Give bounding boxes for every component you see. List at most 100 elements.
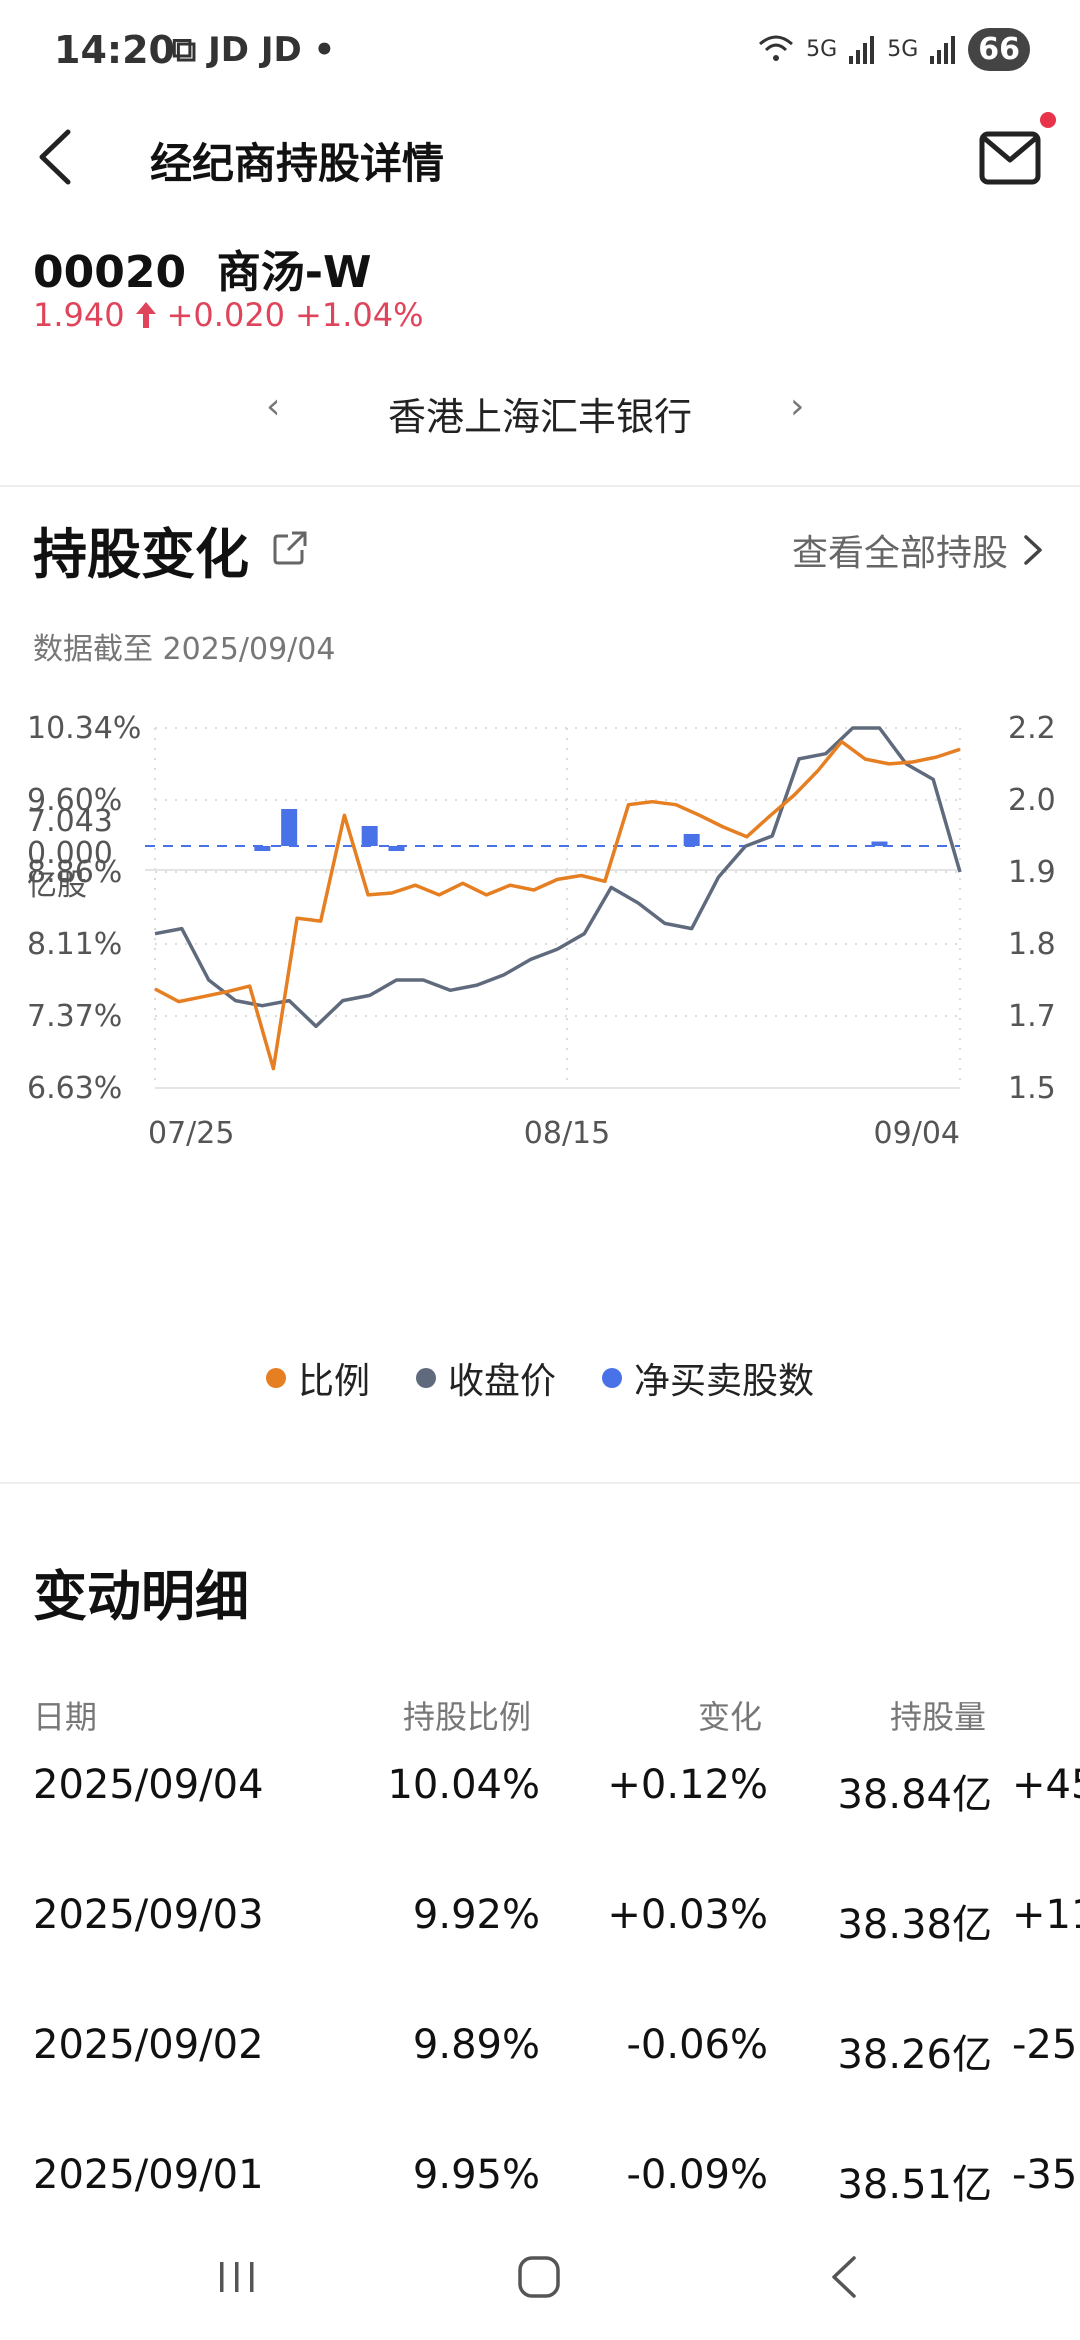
back-nav-icon[interactable] bbox=[820, 2252, 870, 2302]
table-row[interactable]: 2025/09/02 9.89% -0.06% 38.26亿 -25 bbox=[0, 2022, 1080, 2152]
row-ratio: 9.92% bbox=[412, 1892, 540, 1938]
stock-code: 00020 bbox=[33, 247, 187, 298]
row-change: -0.06% bbox=[626, 2022, 768, 2068]
view-all-label: 查看全部持股 bbox=[791, 533, 1008, 574]
volume-bar bbox=[871, 841, 888, 846]
divider bbox=[0, 485, 1080, 487]
legend-ratio-dot bbox=[265, 1368, 286, 1388]
header-change: 变化 bbox=[698, 1698, 763, 1736]
wifi-icon bbox=[759, 35, 794, 61]
right-axis-tick: 2.0 bbox=[1008, 783, 1056, 818]
row-shares: 38.26亿 bbox=[837, 2032, 992, 2078]
chart-legend: 比例 收盘价 净买卖股数 bbox=[0, 1352, 1080, 1404]
row-date: 2025/09/01 bbox=[33, 2152, 264, 2198]
data-date: 数据截至 2025/09/04 bbox=[33, 632, 336, 667]
table-row[interactable]: 2025/09/03 9.92% +0.03% 38.38亿 +11 bbox=[0, 1892, 1080, 2022]
status-right-icons: 5G 5G 66 bbox=[756, 28, 1030, 71]
signal-icon-2 bbox=[930, 35, 956, 64]
legend-price-dot bbox=[415, 1368, 436, 1388]
right-axis-tick: 1.7 bbox=[1008, 999, 1056, 1034]
row-date: 2025/09/03 bbox=[33, 1892, 264, 1938]
battery-indicator: 66 bbox=[968, 28, 1030, 71]
right-axis-tick: 1.5 bbox=[1008, 1071, 1056, 1106]
row-ratio: 9.95% bbox=[412, 2152, 540, 2198]
stock-name: 商汤-W bbox=[216, 247, 372, 298]
close-price-line bbox=[154, 726, 962, 1029]
mail-icon[interactable] bbox=[978, 128, 1042, 188]
right-axis-tick: 1.8 bbox=[1008, 927, 1056, 962]
legend-ratio[interactable]: 比例 bbox=[265, 1352, 370, 1404]
row-ratio: 10.04% bbox=[387, 1762, 540, 1808]
chevron-right-icon bbox=[1024, 535, 1042, 565]
row-ratio: 9.89% bbox=[412, 2022, 540, 2068]
back-arrow-icon[interactable] bbox=[30, 122, 80, 192]
stock-price: 1.940 bbox=[33, 296, 125, 334]
row-change: +0.12% bbox=[607, 1762, 768, 1808]
status-bar: 14:20 ⧉ JD JD • 5G 5G 66 bbox=[0, 0, 1080, 100]
table-row[interactable]: 2025/09/01 9.95% -0.09% 38.51亿 -35 bbox=[0, 2152, 1080, 2220]
table-row[interactable]: 2025/09/04 10.04% +0.12% 38.84亿 +45 bbox=[0, 1762, 1080, 1892]
right-axis-tick: 1.9 bbox=[1008, 855, 1056, 890]
row-change: -0.09% bbox=[626, 2152, 768, 2198]
status-notification-icons: ⧉ JD JD • bbox=[172, 30, 336, 70]
legend-volume[interactable]: 净买卖股数 bbox=[602, 1352, 814, 1404]
view-all-holdings-link[interactable]: 查看全部持股 bbox=[792, 524, 1044, 576]
legend-ratio-label: 比例 bbox=[297, 1361, 370, 1402]
row-shares-change: -25 bbox=[1012, 2022, 1078, 2068]
stock-change-pct: +1.04% bbox=[295, 296, 424, 334]
right-axis-tick: 2.2 bbox=[1008, 711, 1056, 746]
legend-price[interactable]: 收盘价 bbox=[415, 1352, 556, 1404]
holding-ratio-line bbox=[154, 739, 961, 1071]
broker-name: 香港上海汇丰银行 bbox=[387, 395, 692, 439]
volume-unit-label: 亿股 bbox=[27, 868, 87, 903]
status-time: 14:20 bbox=[54, 28, 175, 72]
stock-title: 00020 商汤-W bbox=[33, 236, 372, 300]
row-date: 2025/09/04 bbox=[33, 1762, 264, 1808]
x-axis-tick: 07/25 bbox=[148, 1116, 234, 1151]
volume-bar bbox=[683, 834, 700, 846]
section-title-holding: 持股变化 bbox=[33, 523, 249, 586]
row-shares: 38.38亿 bbox=[837, 1902, 992, 1948]
header-shares: 持股量 bbox=[890, 1698, 987, 1736]
home-icon[interactable] bbox=[514, 2252, 564, 2302]
detail-table[interactable]: 日期 持股比例 变化 持股量 2025/09/04 10.04% +0.12% 38.… bbox=[0, 1680, 1080, 2220]
row-shares: 38.51亿 bbox=[837, 2162, 992, 2208]
divider bbox=[0, 1482, 1080, 1484]
volume-axis-tick: 7.043 bbox=[27, 804, 113, 839]
legend-volume-dot bbox=[602, 1368, 622, 1388]
stock-change: +0.020 bbox=[166, 296, 286, 334]
share-icon[interactable] bbox=[270, 528, 310, 568]
left-axis-tick: 6.63% bbox=[27, 1071, 122, 1106]
system-nav-bar bbox=[0, 2220, 1080, 2340]
left-axis-tick: 7.37% bbox=[27, 999, 122, 1034]
volume-bar bbox=[361, 826, 378, 846]
left-axis-tick: 8.11% bbox=[27, 927, 122, 962]
x-axis-tick: 08/15 bbox=[524, 1116, 610, 1151]
row-change: +0.03% bbox=[607, 1892, 768, 1938]
row-shares-change: +11 bbox=[1012, 1892, 1080, 1938]
broker-prev-button[interactable]: ‹ bbox=[266, 386, 281, 427]
network-5g-label-2: 5G bbox=[887, 37, 919, 62]
row-shares-change: +45 bbox=[1012, 1762, 1080, 1808]
volume-bar bbox=[281, 809, 298, 846]
left-axis-tick: 8.86% bbox=[27, 855, 122, 890]
up-arrow-icon bbox=[135, 302, 156, 328]
signal-icon bbox=[849, 35, 875, 64]
left-axis-tick: 10.34% bbox=[27, 711, 141, 746]
notification-dot bbox=[1040, 112, 1056, 128]
row-shares-change: -35 bbox=[1012, 2152, 1078, 2198]
broker-switcher: ‹ 香港上海汇丰银行 › bbox=[0, 380, 1080, 450]
broker-next-button[interactable]: › bbox=[790, 386, 805, 427]
recent-apps-icon[interactable] bbox=[212, 2252, 262, 2302]
section-title-detail: 变动明细 bbox=[33, 1565, 249, 1628]
volume-bar bbox=[254, 846, 271, 851]
header-ratio: 持股比例 bbox=[403, 1698, 532, 1736]
volume-axis-tick: 0.000 bbox=[27, 836, 113, 871]
page-title: 经纪商持股详情 bbox=[150, 139, 445, 188]
row-shares: 38.84亿 bbox=[837, 1772, 992, 1818]
legend-price-label: 收盘价 bbox=[447, 1361, 556, 1402]
x-axis-tick: 09/04 bbox=[874, 1116, 960, 1151]
row-date: 2025/09/02 bbox=[33, 2022, 264, 2068]
header-date: 日期 bbox=[33, 1698, 98, 1736]
stock-quote: 1.940 +0.020 +1.04% bbox=[33, 296, 424, 334]
